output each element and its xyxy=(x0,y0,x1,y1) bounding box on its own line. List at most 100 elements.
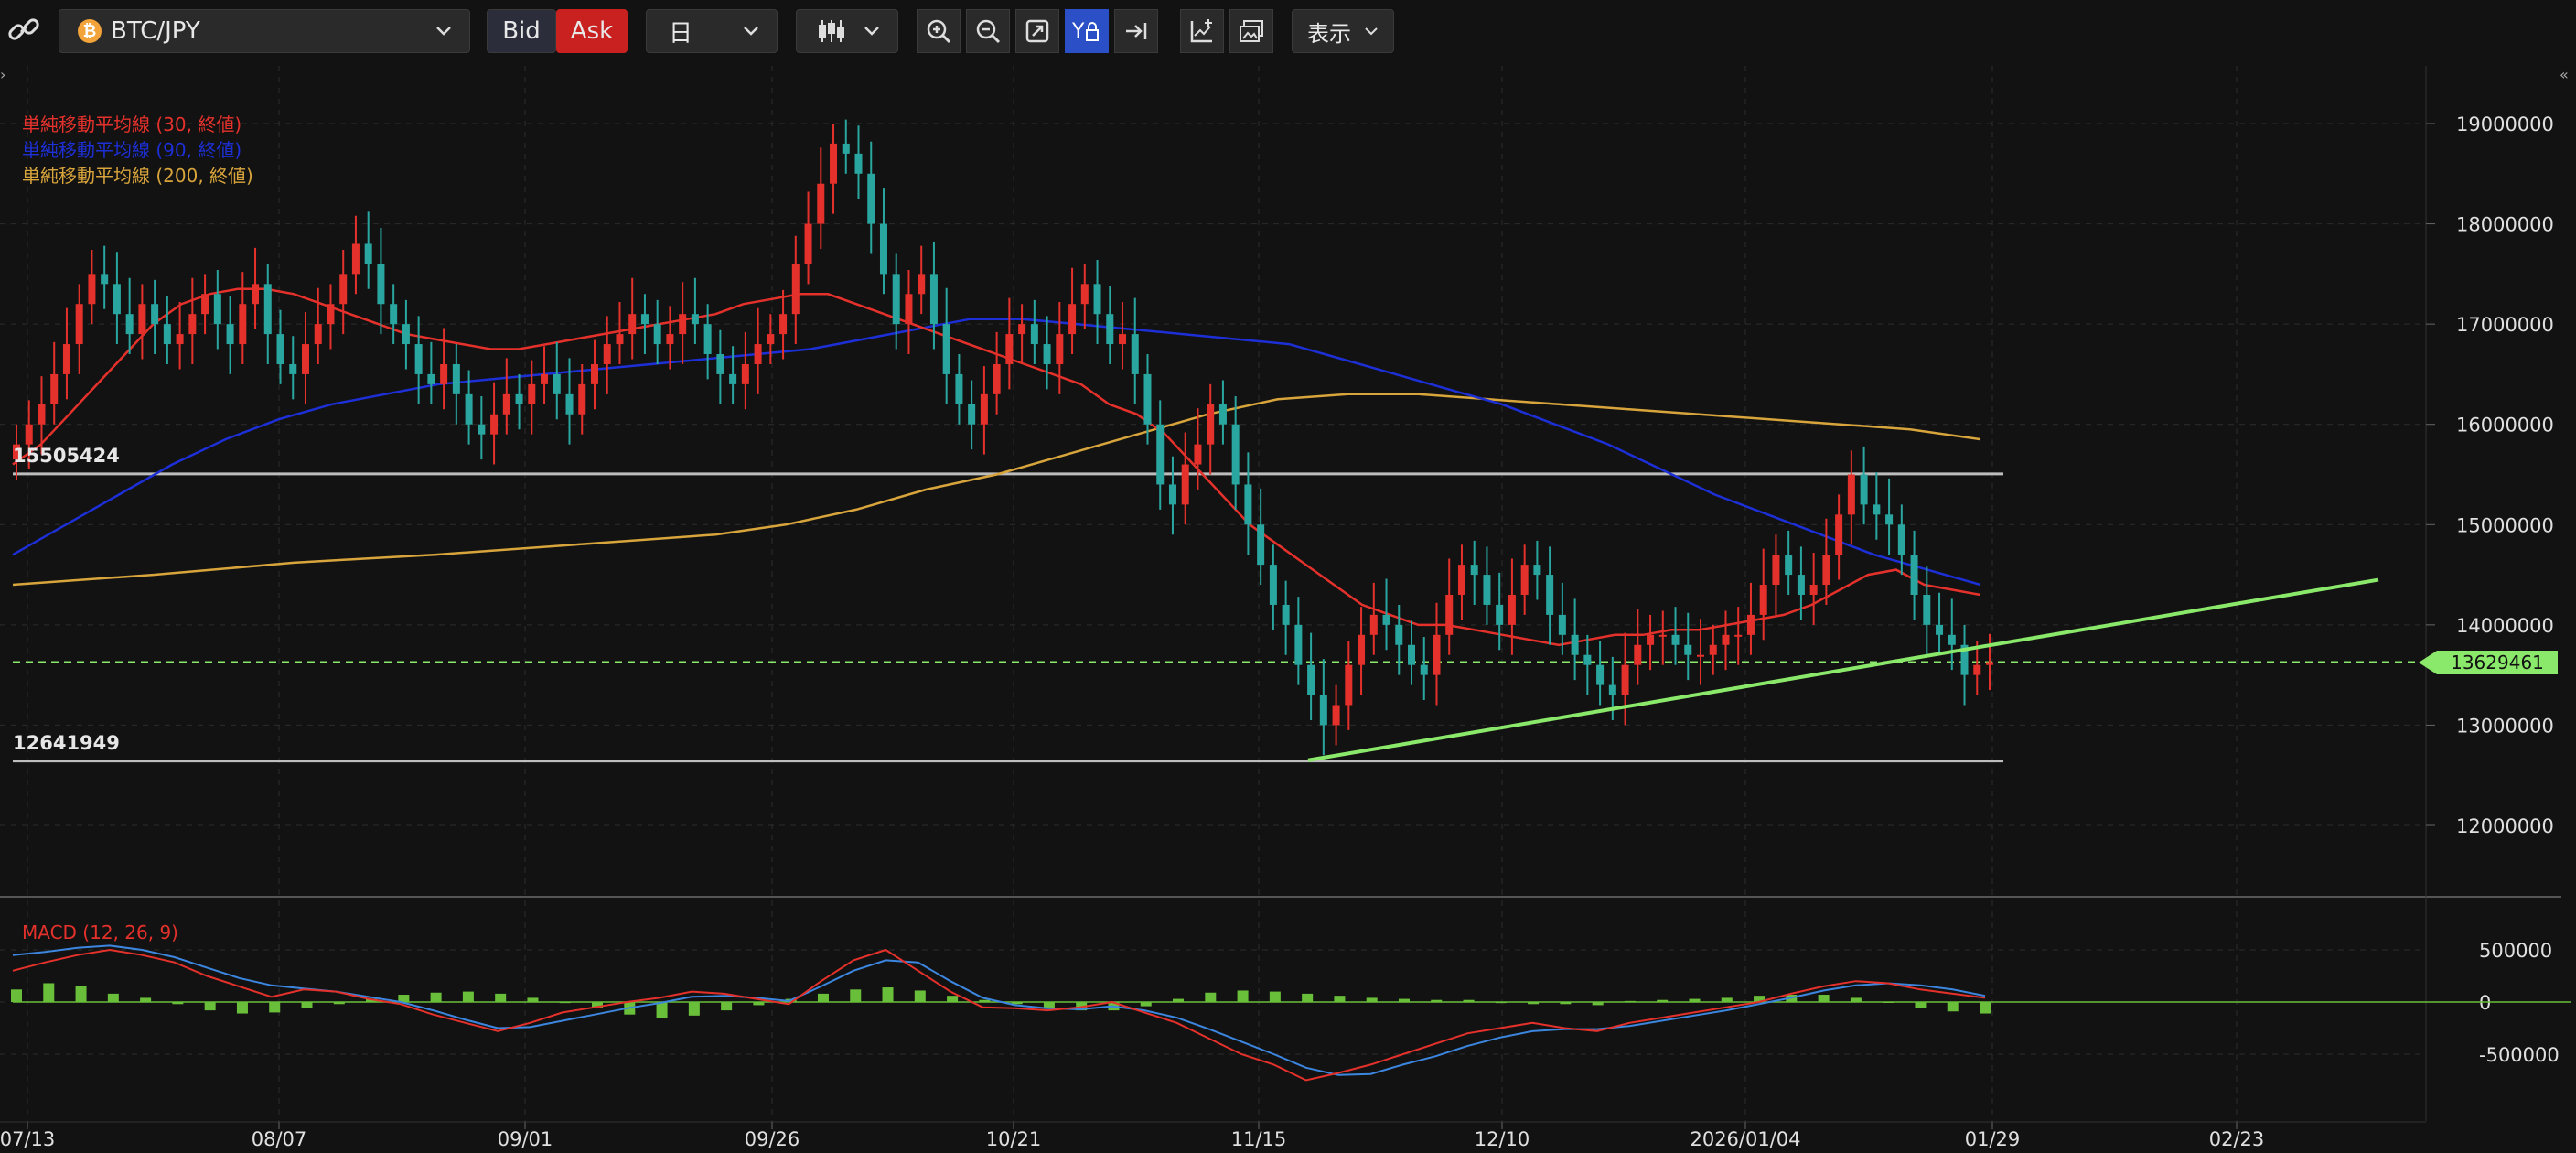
trendline[interactable] xyxy=(1307,577,2379,762)
ask-label: Ask xyxy=(570,17,614,45)
candle-body xyxy=(578,383,586,415)
price-tick-label: 19000000 xyxy=(2456,113,2554,135)
candle-body xyxy=(1583,654,1592,665)
bitcoin-icon: ₿ xyxy=(78,19,102,43)
ask-button[interactable]: Ask xyxy=(556,9,628,53)
candle-body xyxy=(1508,594,1516,625)
candle-body xyxy=(918,274,926,295)
macd-histogram-bar xyxy=(1302,993,1314,1002)
candle-body xyxy=(327,304,335,325)
zoom-out-button[interactable] xyxy=(966,9,1010,53)
macd-histogram-bar xyxy=(817,993,829,1002)
candle-body xyxy=(75,304,83,345)
candle-body xyxy=(1897,524,1905,555)
macd-histogram-bar xyxy=(1398,998,1410,1002)
link-icon[interactable] xyxy=(5,11,42,48)
candle-body xyxy=(239,304,247,345)
candle-body xyxy=(1319,695,1327,726)
chevron-down-icon xyxy=(1365,27,1378,36)
candle-body xyxy=(1433,634,1441,675)
candle-body xyxy=(767,334,775,345)
candle-body xyxy=(1873,504,1881,515)
bid-button[interactable]: Bid xyxy=(487,9,556,53)
macd-histogram-bar xyxy=(1528,1002,1540,1005)
time-tick-label: 01/29 xyxy=(1965,1128,2021,1150)
candle-body xyxy=(817,183,825,224)
macd-histogram-bar xyxy=(850,989,862,1002)
macd-histogram-bar xyxy=(1721,997,1733,1002)
candle-body xyxy=(1307,664,1315,695)
zoom-in-button[interactable] xyxy=(917,9,961,53)
candle-body xyxy=(1647,634,1655,645)
candle-body xyxy=(1181,464,1189,505)
macd-legend[interactable]: MACD (12, 26, 9) xyxy=(22,921,178,943)
macd-tick-label: -500000 xyxy=(2479,1044,2560,1066)
candle-body xyxy=(603,344,611,364)
macd-tick-label: 0 xyxy=(2479,992,2491,1014)
candle-body xyxy=(1734,634,1743,637)
macd-histogram-bar xyxy=(75,986,87,1002)
candle-body xyxy=(478,424,486,435)
grid xyxy=(0,66,2561,1123)
candle-body xyxy=(1119,334,1127,345)
scroll-to-latest-button[interactable] xyxy=(1114,9,1158,53)
candle-body xyxy=(1847,474,1855,515)
left-panel-toggle-icon[interactable]: › xyxy=(0,66,6,83)
auto-scale-button[interactable]: Y xyxy=(1065,9,1109,53)
macd-histogram-bar xyxy=(398,995,410,1002)
candle-body xyxy=(1822,555,1830,586)
add-indicator-button[interactable] xyxy=(1180,9,1224,53)
trend-line[interactable] xyxy=(1307,577,2379,762)
candle-body xyxy=(616,334,624,345)
candle-body xyxy=(1772,555,1780,586)
candle-body xyxy=(1684,644,1692,655)
candle-body xyxy=(1470,565,1478,576)
current-price-tag: 13629461 xyxy=(2437,651,2558,674)
candle-body xyxy=(1533,565,1541,576)
candle-body xyxy=(830,143,838,184)
candle-body xyxy=(1571,634,1579,655)
price-chart[interactable]: 5000000-500000 1900000018000000170000001… xyxy=(0,62,2576,1153)
candle-body xyxy=(452,363,460,394)
fit-button[interactable] xyxy=(1015,9,1059,53)
candle-body xyxy=(151,304,159,325)
display-menu[interactable]: 表示 xyxy=(1292,9,1394,53)
sma30-legend[interactable]: 単純移動平均線 (30, 終値) xyxy=(22,113,242,135)
sma90-legend[interactable]: 単純移動平均線 (90, 終値) xyxy=(22,139,242,161)
candle-body xyxy=(804,223,812,264)
candle-body xyxy=(867,173,875,224)
symbol-select[interactable]: ₿ BTC/JPY xyxy=(59,9,470,53)
macd-histogram-bar xyxy=(947,996,959,1002)
candle-body xyxy=(1369,614,1378,635)
candle-body xyxy=(754,344,762,364)
macd-line xyxy=(12,948,1986,1082)
candle-body xyxy=(1960,644,1969,675)
price-tick-label: 17000000 xyxy=(2456,314,2554,336)
candle-body xyxy=(276,334,284,364)
fit-screen-icon xyxy=(1025,19,1049,43)
candle-body xyxy=(1244,484,1252,525)
screenshot-button[interactable] xyxy=(1229,9,1273,53)
candle-body xyxy=(716,354,724,374)
macd-histogram-bar xyxy=(1043,1002,1055,1008)
macd-histogram-bar xyxy=(430,992,442,1002)
candle-body xyxy=(1722,634,1730,645)
candle-body xyxy=(590,363,598,384)
candle-body xyxy=(201,294,209,315)
sma200-legend[interactable]: 単純移動平均線 (200, 終値) xyxy=(22,165,253,187)
macd-histogram-bar xyxy=(236,1002,248,1014)
chart-type-select[interactable] xyxy=(796,9,898,53)
candle-body xyxy=(1093,284,1101,315)
macd-histogram-bar xyxy=(1947,1002,1959,1012)
time-tick-label: 2026/01/04 xyxy=(1690,1128,1800,1150)
candle-body xyxy=(88,274,96,305)
candle-body xyxy=(1218,404,1227,425)
right-panel-toggle-icon[interactable]: « xyxy=(2560,66,2569,83)
sma90-line xyxy=(12,318,1981,587)
candle-body xyxy=(691,314,699,325)
zoom-out-icon xyxy=(976,19,1001,44)
candle-body xyxy=(968,404,976,425)
timeframe-select[interactable]: 日 xyxy=(646,9,778,53)
candle-body xyxy=(1986,662,1993,665)
symbol-label: BTC/JPY xyxy=(111,17,200,45)
